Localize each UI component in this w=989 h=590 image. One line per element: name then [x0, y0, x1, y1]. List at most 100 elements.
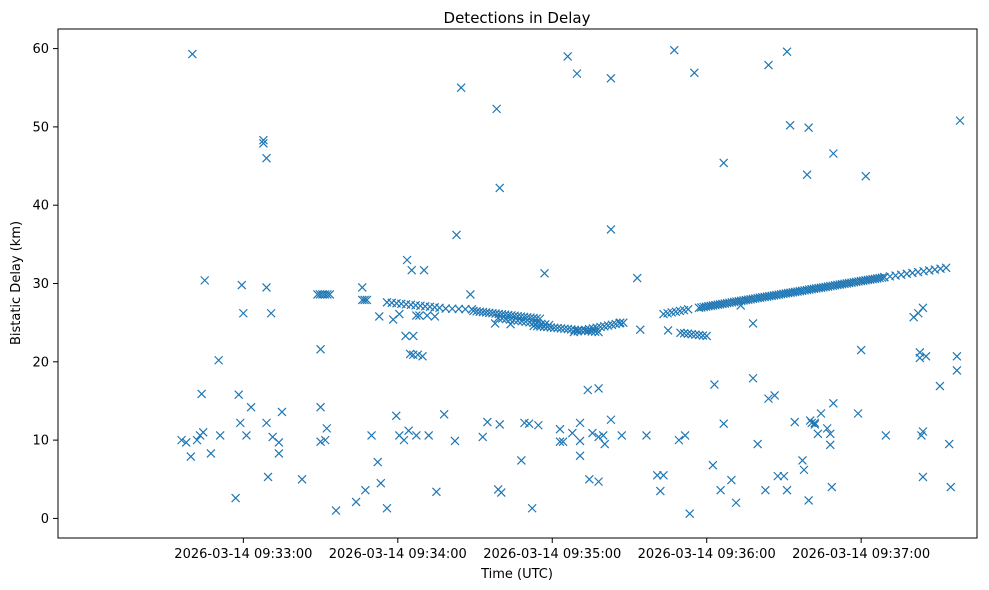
- data-point-x-marker: [399, 435, 409, 445]
- data-point-x-marker: [325, 290, 335, 299]
- data-point-x-marker: [584, 474, 594, 484]
- data-point-x-marker: [206, 449, 216, 458]
- data-point-x-marker: [731, 498, 741, 508]
- x-tick-label: 2026-03-14 09:33:00: [174, 547, 312, 562]
- data-point-x-marker: [555, 424, 565, 434]
- data-point-x-marker: [575, 451, 585, 461]
- data-point-x-marker: [274, 449, 284, 458]
- data-point-x-marker: [555, 437, 565, 447]
- data-point-x-marker: [478, 432, 488, 442]
- data-point-x-marker: [391, 411, 401, 421]
- data-point-x-marker: [680, 430, 690, 440]
- data-point-x-marker: [322, 423, 332, 433]
- data-point-x-marker: [242, 430, 251, 440]
- data-point-x-marker: [490, 319, 500, 328]
- data-point-x-marker: [367, 430, 376, 440]
- data-point-x-marker: [635, 325, 645, 335]
- data-point-x-marker: [861, 171, 871, 181]
- data-point-x-marker: [496, 488, 506, 498]
- data-point-x-marker: [246, 402, 256, 412]
- data-point-x-marker: [517, 316, 527, 326]
- data-point-x-marker: [394, 309, 404, 319]
- data-point-x-marker: [600, 439, 610, 449]
- data-point-x-marker: [456, 83, 466, 93]
- data-point-x-marker: [331, 506, 341, 516]
- data-point-x-marker: [454, 304, 464, 314]
- data-point-x-marker: [357, 282, 367, 292]
- data-point-x-marker: [418, 351, 427, 361]
- data-point-x-marker: [262, 153, 271, 163]
- data-point-x-marker: [785, 120, 795, 130]
- data-point-x-marker: [687, 329, 697, 339]
- data-point-x-marker: [587, 428, 597, 438]
- data-point-x-marker: [374, 311, 384, 321]
- y-axis-label: Bistatic Delay (km): [9, 221, 24, 345]
- data-point-x-marker: [941, 263, 951, 273]
- data-point-x-marker: [181, 438, 191, 447]
- data-point-x-marker: [594, 477, 604, 487]
- data-point-x-marker: [955, 116, 965, 126]
- y-tick-label: 10: [32, 434, 49, 449]
- data-point-x-marker: [452, 230, 461, 240]
- data-point-x-marker: [501, 314, 511, 324]
- data-point-x-marker: [237, 280, 247, 290]
- data-point-x-marker: [430, 311, 440, 321]
- data-point-x-marker: [277, 407, 287, 417]
- data-point-x-marker: [779, 471, 789, 481]
- data-point-x-marker: [527, 503, 537, 513]
- data-point-x-marker: [408, 331, 418, 341]
- data-point-x-marker: [405, 349, 415, 359]
- data-point-x-marker: [726, 475, 736, 485]
- data-point-x-marker: [373, 457, 383, 467]
- data-point-x-marker: [689, 68, 699, 78]
- data-point-x-marker: [790, 417, 800, 427]
- data-point-x-marker: [856, 345, 866, 355]
- data-point-x-marker: [804, 123, 814, 133]
- data-point-x-marker: [760, 485, 770, 495]
- data-point-x-marker: [575, 436, 585, 446]
- data-point-x-marker: [583, 385, 593, 395]
- data-point-x-marker: [935, 381, 945, 391]
- data-point-x-marker: [465, 290, 475, 299]
- data-point-x-marker: [360, 295, 370, 305]
- data-point-x-marker: [617, 430, 627, 440]
- data-point-x-marker: [540, 268, 549, 278]
- data-point-x-marker: [238, 308, 248, 318]
- data-point-x-marker: [952, 365, 962, 375]
- data-point-x-marker: [691, 330, 700, 340]
- data-point-x-marker: [853, 409, 863, 418]
- data-point-x-marker: [447, 304, 457, 314]
- data-point-x-marker: [215, 430, 225, 440]
- data-point-x-marker: [263, 472, 273, 482]
- data-point-x-marker: [572, 69, 582, 79]
- data-point-x-marker: [360, 485, 370, 495]
- data-point-x-marker: [258, 135, 268, 145]
- data-point-x-marker: [719, 419, 729, 429]
- data-point-x-marker: [351, 497, 361, 507]
- data-point-x-marker: [685, 509, 695, 519]
- data-point-x-marker: [669, 45, 679, 55]
- data-point-x-marker: [676, 328, 685, 338]
- data-point-x-marker: [827, 482, 837, 492]
- data-point-x-marker: [702, 331, 712, 341]
- data-point-x-marker: [266, 308, 276, 318]
- data-point-x-marker: [274, 438, 284, 447]
- data-point-x-marker: [748, 319, 758, 328]
- data-point-x-marker: [177, 435, 186, 445]
- data-point-x-marker: [825, 429, 835, 439]
- data-point-x-marker: [764, 394, 773, 404]
- data-point-x-marker: [234, 390, 244, 400]
- data-point-x-marker: [663, 326, 673, 335]
- data-point-x-marker: [674, 435, 684, 445]
- data-point-x-marker: [946, 482, 956, 492]
- data-point-x-marker: [495, 420, 505, 429]
- chart-title: Detections in Delay: [444, 9, 591, 27]
- data-point-x-marker: [316, 344, 325, 354]
- data-point-x-marker: [516, 456, 526, 465]
- data-point-x-marker: [816, 409, 826, 418]
- x-axis-label: Time (UTC): [480, 567, 553, 582]
- data-point-x-marker: [524, 419, 534, 429]
- data-point-x-marker: [708, 460, 718, 470]
- data-point-x-marker: [509, 315, 519, 325]
- data-point-x-marker: [918, 472, 928, 482]
